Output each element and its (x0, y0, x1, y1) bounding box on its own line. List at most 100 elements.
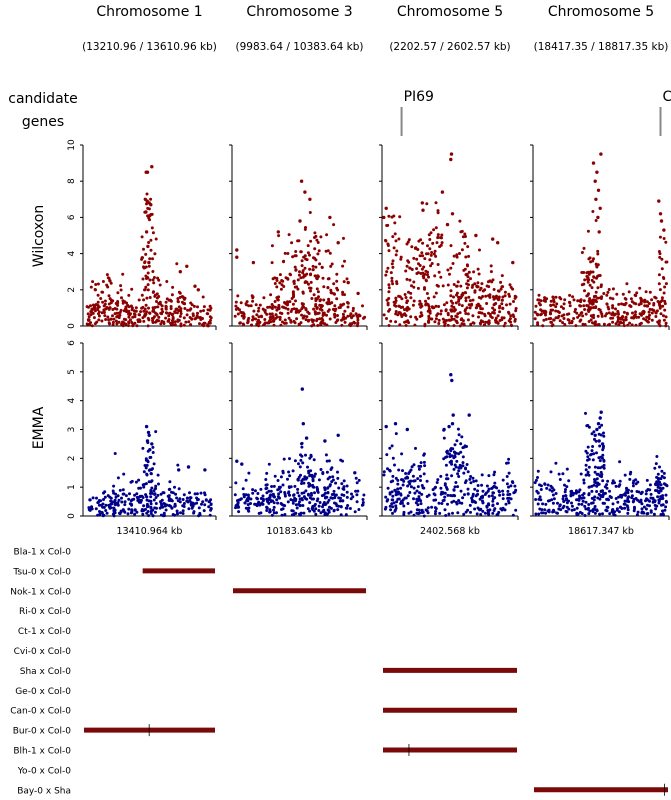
data-point (657, 273, 661, 277)
data-point (463, 291, 467, 295)
data-point (390, 502, 394, 506)
data-point (461, 461, 465, 465)
data-point (479, 296, 483, 300)
data-point-peak (145, 439, 150, 443)
data-point (432, 498, 436, 502)
data-point (158, 283, 162, 287)
data-point (464, 299, 468, 303)
data-point (459, 450, 463, 454)
data-point (400, 297, 404, 301)
data-point (129, 480, 133, 484)
data-point (209, 498, 213, 502)
data-point (642, 317, 646, 321)
data-point (290, 297, 294, 300)
data-point (337, 486, 341, 490)
data-point (445, 319, 449, 322)
data-point (167, 314, 171, 318)
data-point (541, 502, 545, 506)
data-point (404, 472, 408, 475)
data-point (497, 295, 501, 299)
data-point (173, 485, 176, 489)
data-point (570, 504, 574, 508)
data-point (289, 320, 293, 324)
data-point (164, 304, 168, 308)
data-point (426, 273, 429, 277)
data-point (500, 302, 504, 306)
data-point (422, 514, 426, 518)
data-point (179, 324, 183, 328)
data-point (178, 500, 182, 504)
data-point (322, 508, 326, 512)
data-point (466, 275, 470, 279)
data-point (587, 485, 591, 489)
data-point (310, 473, 314, 477)
data-point (361, 498, 365, 501)
data-point (329, 468, 333, 471)
data-point (400, 315, 404, 318)
data-point (409, 296, 413, 300)
data-point (205, 312, 209, 316)
data-point (143, 260, 147, 264)
data-point (620, 317, 624, 321)
data-point (336, 314, 339, 317)
data-point (623, 499, 627, 503)
data-point (499, 287, 503, 291)
emma-y-tick-label: 5 (67, 369, 77, 375)
data-point (154, 320, 158, 323)
data-point (106, 494, 110, 498)
data-point-peak (149, 203, 153, 207)
data-point (590, 489, 594, 493)
data-point (409, 468, 413, 472)
cross-row: Blh-1 x Col-0 (13, 744, 517, 757)
data-point (351, 495, 355, 499)
data-point (192, 510, 196, 514)
cross-row: Sha x Col-0 (20, 667, 517, 677)
data-point (561, 497, 565, 501)
data-point (435, 241, 439, 245)
data-point (287, 490, 291, 494)
data-point (318, 262, 322, 266)
data-point (269, 293, 273, 297)
cross-label: Bur-0 x Col-0 (13, 727, 72, 737)
data-point (188, 491, 191, 495)
data-point (140, 235, 144, 239)
data-point (309, 272, 313, 276)
data-point (291, 291, 295, 295)
data-point (442, 303, 446, 307)
data-point (313, 491, 316, 495)
data-point (554, 461, 558, 465)
data-point-peak (147, 260, 151, 265)
data-point (355, 314, 359, 318)
data-point (647, 315, 651, 319)
data-point (316, 252, 320, 256)
data-point (326, 249, 330, 253)
panel-range-label: (2202.57 / 2602.57 kb) (389, 41, 510, 53)
data-point (486, 489, 490, 493)
data-point (656, 495, 660, 499)
data-point (321, 471, 325, 474)
data-point (257, 306, 261, 310)
data-point (570, 508, 574, 512)
data-point (549, 470, 553, 474)
data-point (428, 238, 432, 241)
data-point (437, 305, 441, 308)
data-point (128, 492, 131, 496)
data-point (142, 266, 146, 270)
data-point (582, 304, 586, 308)
data-point (576, 299, 580, 303)
data-point (391, 235, 395, 239)
data-point (424, 303, 428, 307)
data-point (192, 304, 196, 308)
data-point (654, 483, 658, 487)
data-point (333, 312, 337, 316)
data-point (91, 311, 95, 315)
data-point (394, 504, 398, 508)
data-point (501, 295, 505, 299)
data-point (332, 489, 336, 493)
data-point (149, 495, 153, 499)
data-point (165, 280, 169, 283)
data-point (653, 466, 657, 470)
data-point (412, 463, 416, 467)
data-point (306, 244, 310, 248)
data-point (187, 507, 191, 511)
